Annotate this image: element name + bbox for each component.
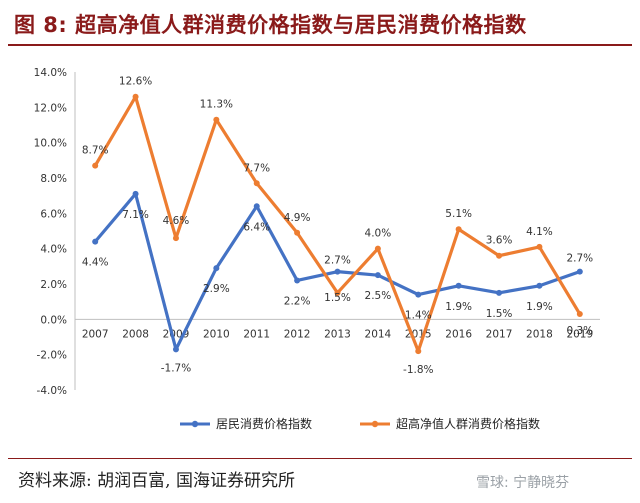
data-label: 8.7% (82, 145, 109, 157)
data-point (536, 282, 543, 289)
data-point (253, 203, 260, 210)
data-point (496, 252, 503, 259)
y-tick-label: 10.0% (34, 138, 67, 150)
title-divider (8, 44, 632, 46)
data-label: 0.3% (566, 325, 593, 337)
footer-divider (8, 458, 632, 459)
source-note: 资料来源: 胡润百富, 国海证券研究所 (18, 471, 295, 491)
data-label: 6.4% (243, 221, 270, 233)
data-label: 12.6% (119, 76, 152, 88)
data-point (415, 291, 422, 298)
data-label: 2.9% (203, 283, 230, 295)
data-point (334, 268, 341, 275)
y-tick-label: 0.0% (40, 314, 67, 326)
watermark: 雪球: 宁静晓芬 (476, 475, 570, 491)
data-point (455, 282, 462, 289)
x-tick-label: 2011 (243, 328, 270, 340)
data-label: 2.7% (566, 253, 593, 265)
data-point (294, 277, 301, 284)
data-point (92, 238, 99, 245)
data-point (415, 348, 422, 355)
data-label: 1.9% (526, 301, 553, 313)
x-tick-label: 2019 (566, 328, 593, 340)
figure-header: 图 8: 超高净值人群消费价格指数与居民消费价格指数 (0, 0, 640, 44)
data-label: 1.9% (445, 301, 472, 313)
data-label: 4.9% (284, 212, 311, 224)
series-lines (92, 93, 583, 355)
data-point (374, 272, 381, 279)
data-label: -1.8% (403, 364, 433, 376)
data-point (172, 235, 179, 242)
y-axis: -4.0% -2.0% 0.0% 2.0% 4.0% 6.0% 8.0% 10.0% 12.0%… (34, 67, 76, 397)
x-tick-label: 2010 (203, 328, 230, 340)
data-point (496, 289, 503, 296)
data-label: 4.1% (526, 226, 553, 238)
data-label: 3.6% (486, 235, 513, 247)
data-label: 2.2% (284, 295, 311, 307)
data-point (213, 116, 220, 123)
y-tick-label: 12.0% (34, 102, 67, 114)
data-label: 4.0% (365, 228, 392, 240)
line-chart: -4.0% -2.0% 0.0% 2.0% 4.0% 6.0% 8.0% 10.0% 12.0%… (34, 67, 600, 431)
x-tick-label: 2013 (324, 328, 351, 340)
data-label: 2.7% (324, 255, 351, 267)
x-axis: 2007 2008 2009 2010 2011 2012 2013 2014 2015 2016… (75, 318, 600, 340)
data-point (253, 180, 260, 187)
data-label: 7.7% (243, 162, 270, 174)
data-point (576, 268, 583, 275)
x-tick-label: 2016 (445, 328, 472, 340)
data-point (92, 162, 99, 169)
x-tick-label: 2012 (284, 328, 311, 340)
x-tick-label: 2008 (122, 328, 149, 340)
data-label: -1.7% (161, 362, 191, 374)
data-point (132, 93, 139, 100)
legend-label: 超高净值人群消费价格指数 (396, 416, 540, 431)
data-point (576, 311, 583, 318)
x-tick-label: 2018 (526, 328, 553, 340)
y-tick-label: 6.0% (40, 208, 67, 220)
data-point (455, 226, 462, 233)
data-point (132, 190, 139, 197)
y-tick-label: -4.0% (37, 385, 67, 397)
legend-marker (371, 420, 379, 428)
data-point (172, 346, 179, 353)
figure-title: 图 8: 超高净值人群消费价格指数与居民消费价格指数 (14, 13, 527, 37)
data-point (374, 245, 381, 252)
y-tick-label: 14.0% (34, 67, 67, 79)
data-label: 11.3% (200, 99, 233, 111)
data-label: 4.6% (163, 215, 190, 227)
y-tick-label: 2.0% (40, 279, 67, 291)
data-label: 1.5% (324, 292, 351, 304)
data-point (213, 265, 220, 272)
y-tick-label: 8.0% (40, 173, 67, 185)
x-tick-label: 2014 (365, 328, 392, 340)
data-point (536, 243, 543, 250)
y-tick-label: 4.0% (40, 244, 67, 256)
data-label: 2.5% (365, 290, 392, 302)
legend-marker (191, 420, 199, 428)
data-point (294, 229, 301, 236)
x-tick-label: 2017 (486, 328, 513, 340)
data-label: 1.4% (405, 310, 432, 322)
x-tick-label: 2007 (82, 328, 109, 340)
data-label: 1.5% (486, 308, 513, 320)
data-label: 7.1% (122, 209, 149, 221)
data-label: 4.4% (82, 257, 109, 269)
chart-legend: 居民消费价格指数 超高净值人群消费价格指数 (180, 416, 540, 431)
data-point (334, 289, 341, 296)
data-label: 5.1% (445, 208, 472, 220)
y-tick-label: -2.0% (37, 350, 67, 362)
legend-label: 居民消费价格指数 (216, 416, 312, 431)
data-labels: 4.4% 7.1% -1.7% 2.9% 6.4% 2.2% 2.7% 2.5% 1.4% 1.9… (82, 76, 593, 376)
